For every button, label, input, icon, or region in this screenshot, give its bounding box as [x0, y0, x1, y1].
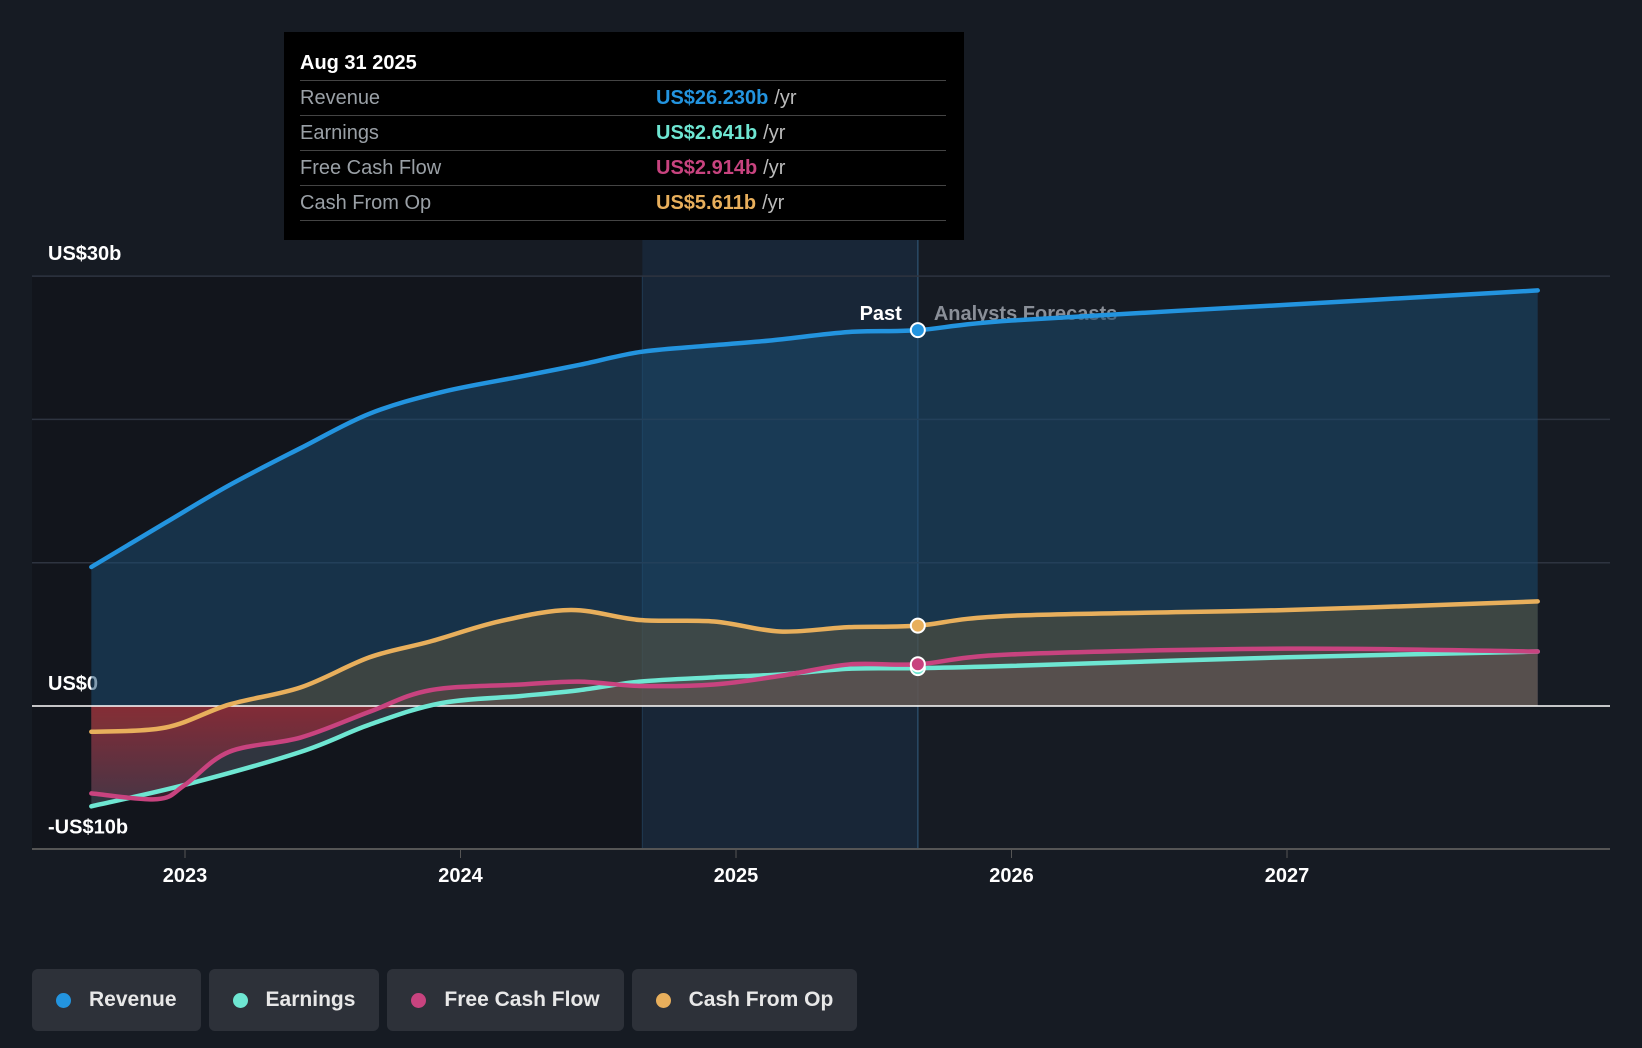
line-revenue [89, 288, 1540, 570]
legend-label: Free Cash Flow [444, 988, 600, 1011]
y-tick-label: US$0 [48, 673, 98, 695]
area-free-cash-flow [91, 648, 1538, 800]
legend: Revenue Earnings Free Cash Flow Cash Fro… [32, 969, 858, 1031]
legend-earnings[interactable]: Earnings [208, 969, 380, 1031]
tooltip-label: Cash From Op [300, 192, 432, 214]
line-cash-from-op [89, 599, 1540, 735]
legend-revenue[interactable]: Revenue [32, 969, 201, 1031]
x-tick-label: 2025 [714, 865, 759, 887]
tooltip: Aug 31 2025 Revenue US$26.230b /yr Earni… [284, 32, 964, 240]
x-tick-label: 2024 [438, 865, 483, 887]
area-revenue [91, 290, 1538, 706]
revenue-dot-icon [56, 992, 71, 1008]
marker-revenue [909, 322, 926, 339]
tooltip-value: US$5.611b [656, 192, 757, 214]
legend-free-cash-flow[interactable]: Free Cash Flow [387, 969, 624, 1031]
tooltip-unit: /yr [774, 87, 797, 109]
x-tick-label: 2026 [989, 865, 1034, 887]
legend-label: Revenue [89, 988, 177, 1011]
tooltip-date: Aug 31 2025 [300, 52, 417, 74]
fcf-dot-icon [411, 992, 427, 1008]
y-tick-label: -US$10b [48, 816, 128, 838]
tooltip-unit: /yr [763, 122, 786, 144]
negative-area [91, 705, 1538, 800]
legend-cash-from-op[interactable]: Cash From Op [631, 969, 858, 1031]
tooltip-row-earnings: Earnings US$2.641b /yr [300, 115, 946, 150]
line-free-cash-flow [89, 646, 1540, 802]
past-label: Past [860, 303, 903, 325]
x-tick-label: 2027 [1265, 865, 1310, 887]
tooltip-unit: /yr [762, 192, 785, 214]
tooltip-row-fcf: Free Cash Flow US$2.914b /yr [300, 150, 946, 185]
area-earnings [91, 651, 1538, 807]
tooltip-label: Free Cash Flow [300, 157, 442, 179]
tooltip-value: US$26.230b [656, 87, 769, 109]
marker-cash-from-op [909, 617, 926, 634]
tooltip-unit: /yr [763, 157, 786, 179]
line-earnings [89, 649, 1540, 809]
cfo-dot-icon [655, 992, 671, 1008]
marker-free-cash-flow [909, 656, 926, 673]
tooltip-value: US$2.641b [656, 122, 758, 144]
x-tick-label: 2023 [163, 865, 208, 887]
tooltip-row-revenue: Revenue US$26.230b /yr [300, 80, 946, 115]
y-tick-label: US$30b [48, 243, 121, 265]
tooltip-row-cfo: Cash From Op US$5.611b /yr [300, 185, 946, 221]
tooltip-label: Earnings [300, 122, 379, 144]
tooltip-label: Revenue [300, 87, 381, 109]
earnings-dot-icon [232, 992, 248, 1008]
legend-label: Earnings [265, 988, 356, 1011]
tooltip-value: US$2.914b [656, 157, 758, 179]
legend-label: Cash From Op [688, 988, 834, 1011]
